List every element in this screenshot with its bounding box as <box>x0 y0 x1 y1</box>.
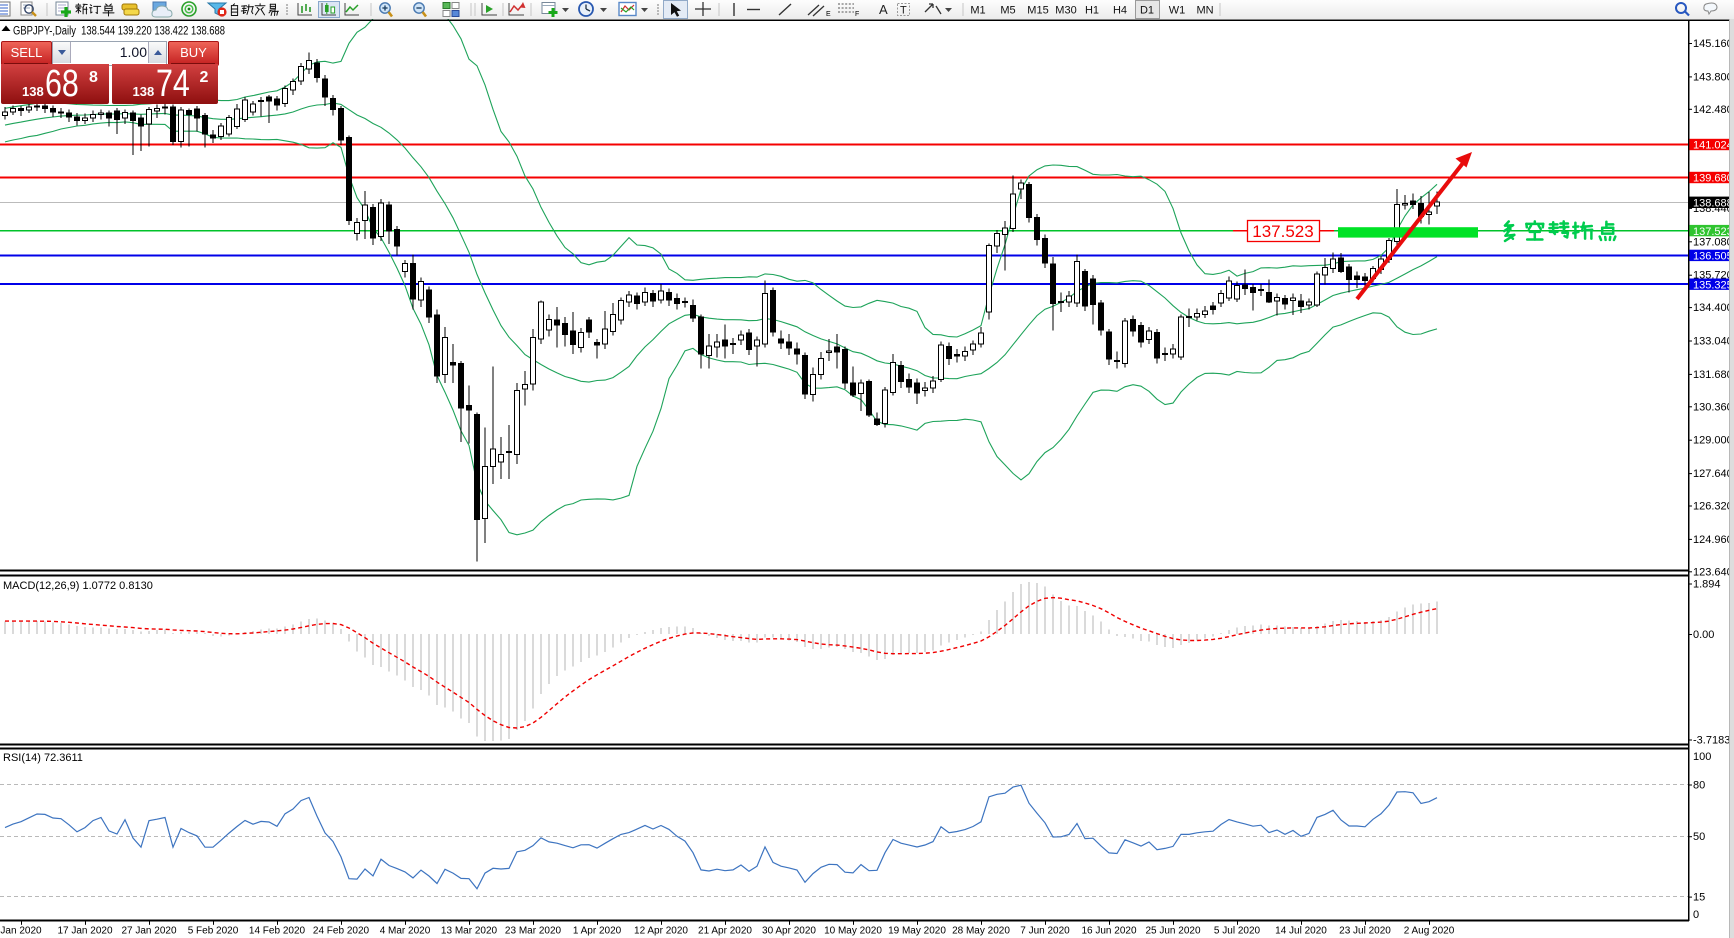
svg-text:142.480: 142.480 <box>1693 104 1733 116</box>
svg-text:135.325: 135.325 <box>1693 279 1733 291</box>
svg-text:15: 15 <box>1693 892 1705 904</box>
svg-text:2 Aug 2020: 2 Aug 2020 <box>1404 926 1455 937</box>
svg-text:D1: D1 <box>1140 5 1154 17</box>
svg-text:14 Jul 2020: 14 Jul 2020 <box>1275 926 1327 937</box>
svg-text:4 Mar 2020: 4 Mar 2020 <box>380 926 431 937</box>
svg-text:133.040: 133.040 <box>1693 336 1733 348</box>
svg-text:127.640: 127.640 <box>1693 468 1733 480</box>
svg-text:H4: H4 <box>1113 5 1127 17</box>
svg-text:23 Jul 2020: 23 Jul 2020 <box>1339 926 1391 937</box>
svg-text:30 Apr 2020: 30 Apr 2020 <box>762 926 816 937</box>
svg-text:139.680: 139.680 <box>1693 173 1733 185</box>
svg-text:12 Apr 2020: 12 Apr 2020 <box>634 926 688 937</box>
svg-text:137.523: 137.523 <box>1252 222 1313 241</box>
svg-text:7 Jun 2020: 7 Jun 2020 <box>1020 926 1070 937</box>
svg-text:27 Jan 2020: 27 Jan 2020 <box>121 926 176 937</box>
svg-text:16 Jun 2020: 16 Jun 2020 <box>1081 926 1136 937</box>
svg-text:23 Mar 2020: 23 Mar 2020 <box>505 926 562 937</box>
svg-text:138.688: 138.688 <box>1693 198 1733 210</box>
svg-text:24 Feb 2020: 24 Feb 2020 <box>313 926 370 937</box>
svg-text:M1: M1 <box>970 5 985 17</box>
svg-text:13 Mar 2020: 13 Mar 2020 <box>441 926 498 937</box>
svg-text:5 Feb 2020: 5 Feb 2020 <box>188 926 239 937</box>
svg-text:28 May 2020: 28 May 2020 <box>952 926 1010 937</box>
svg-text:124.960: 124.960 <box>1693 534 1733 546</box>
svg-text:1 Apr 2020: 1 Apr 2020 <box>573 926 622 937</box>
svg-text:143.800: 143.800 <box>1693 71 1733 83</box>
svg-text:137.080: 137.080 <box>1693 236 1733 248</box>
svg-text:T: T <box>900 5 907 17</box>
svg-text:100: 100 <box>1693 751 1711 763</box>
svg-text:130.360: 130.360 <box>1693 401 1733 413</box>
svg-text:141.024: 141.024 <box>1693 140 1733 152</box>
svg-text:0: 0 <box>1693 909 1699 921</box>
svg-text:19 May 2020: 19 May 2020 <box>888 926 946 937</box>
svg-text:17 Jan 2020: 17 Jan 2020 <box>57 926 112 937</box>
svg-text:123.640: 123.640 <box>1693 566 1733 578</box>
svg-text:14 Feb 2020: 14 Feb 2020 <box>249 926 306 937</box>
svg-text:RSI(14) 72.3611: RSI(14) 72.3611 <box>3 752 83 764</box>
svg-text:131.680: 131.680 <box>1693 369 1733 381</box>
svg-text:MACD(12,26,9) 1.0772 0.8130: MACD(12,26,9) 1.0772 0.8130 <box>3 580 153 592</box>
svg-text:50: 50 <box>1693 831 1705 843</box>
svg-text:GBPJPY-,Daily 138.544 139.220: GBPJPY-,Daily 138.544 139.220 138.422 13… <box>13 26 225 38</box>
svg-text:5 Jul 2020: 5 Jul 2020 <box>1214 926 1261 937</box>
svg-text:134.400: 134.400 <box>1693 302 1733 314</box>
svg-text:25 Jun 2020: 25 Jun 2020 <box>1145 926 1200 937</box>
svg-text:80: 80 <box>1693 780 1705 792</box>
svg-text:137.523: 137.523 <box>1693 226 1733 238</box>
svg-text:M5: M5 <box>1000 5 1015 17</box>
svg-text:MN: MN <box>1196 5 1213 17</box>
svg-text:H1: H1 <box>1085 5 1099 17</box>
svg-text:E: E <box>826 11 831 18</box>
svg-text:M30: M30 <box>1055 5 1076 17</box>
svg-text:129.000: 129.000 <box>1693 435 1733 447</box>
svg-text:136.505: 136.505 <box>1693 251 1733 263</box>
svg-text:F: F <box>855 11 859 18</box>
svg-text:10 May 2020: 10 May 2020 <box>824 926 882 937</box>
svg-text:0.00: 0.00 <box>1693 629 1714 641</box>
svg-text:1.894: 1.894 <box>1693 579 1721 591</box>
svg-text:21 Apr 2020: 21 Apr 2020 <box>698 926 752 937</box>
svg-text:-3.7183: -3.7183 <box>1693 735 1730 747</box>
svg-text:126.320: 126.320 <box>1693 501 1733 513</box>
svg-text:W1: W1 <box>1169 5 1186 17</box>
svg-text:A: A <box>879 2 888 17</box>
svg-text:M15: M15 <box>1027 5 1048 17</box>
svg-text:Jan 2020: Jan 2020 <box>0 926 42 937</box>
svg-text:145.160: 145.160 <box>1693 38 1733 50</box>
